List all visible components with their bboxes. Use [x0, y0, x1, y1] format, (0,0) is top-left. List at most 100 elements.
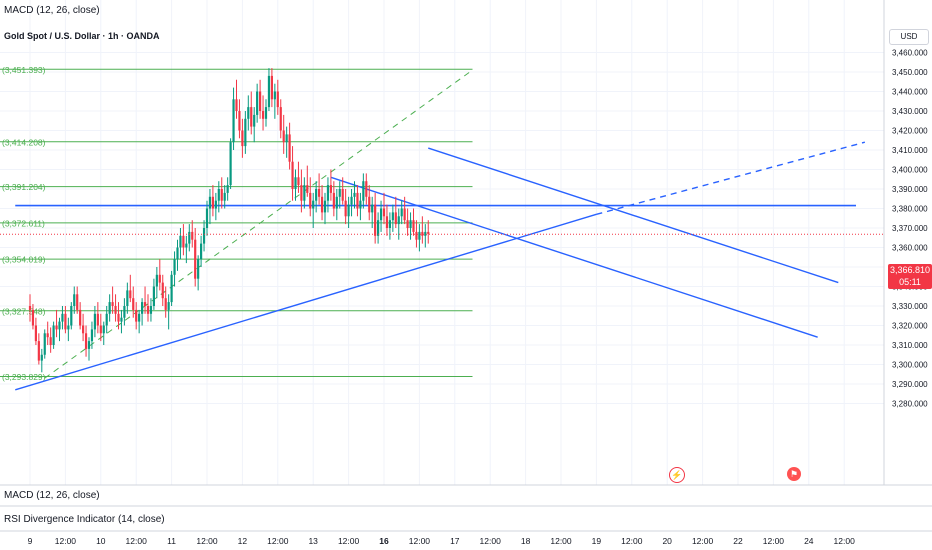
candle-body [285, 134, 288, 143]
price-tick-label: 3,430.000 [892, 107, 928, 116]
channel-upper [428, 147, 839, 284]
drawing-lines[interactable] [15, 69, 866, 391]
candle-body [276, 91, 279, 108]
price-tick-label: 3,310.000 [892, 341, 928, 350]
candle-body [205, 208, 209, 228]
candle-body [259, 91, 262, 111]
fib-level-label: (3,451.393) [2, 65, 46, 75]
time-axis[interactable]: 9 12:00 10 12:00 11 12:00 12 12:00 13 12:00 16 12:0… [28, 536, 855, 546]
candle-body [397, 216, 400, 225]
candle-body [37, 341, 40, 361]
candle-body [362, 181, 365, 201]
candle-body [179, 235, 182, 248]
candle-body [164, 298, 167, 310]
time-tick-label: 12:00 [338, 536, 360, 546]
candle-body [247, 107, 250, 119]
candle-body [82, 325, 85, 334]
candle-body [356, 192, 359, 209]
price-tick-label: 3,410.000 [892, 146, 928, 155]
candle-body [138, 313, 141, 322]
candle-body [244, 118, 247, 147]
candle-body [353, 192, 356, 197]
candle-body [197, 259, 200, 279]
support-trendline-dashed [596, 141, 866, 216]
currency-label[interactable]: USD [889, 29, 929, 45]
price-tick-label: 3,450.000 [892, 68, 928, 77]
candle-body [135, 309, 138, 322]
candle-body [409, 220, 412, 228]
time-tick-label: 12:00 [267, 536, 289, 546]
candle-body [232, 99, 235, 143]
candle-body [55, 325, 58, 330]
time-tick-label: 18 [521, 536, 531, 546]
candle-body [111, 302, 114, 306]
candle-body [320, 196, 324, 213]
candle-body [359, 200, 362, 209]
candle-body [229, 142, 232, 186]
candle-body [40, 354, 43, 361]
time-tick-label: 12:00 [550, 536, 572, 546]
price-tick-label: 3,320.000 [892, 322, 928, 331]
candle-body [226, 185, 229, 193]
macd-pane-label[interactable]: MACD (12, 26, close) [4, 490, 100, 501]
fib-level-label: (3,293.829) [2, 372, 46, 382]
time-tick-label: 12:00 [621, 536, 643, 546]
macd-top-label[interactable]: MACD (12, 26, close) [4, 5, 100, 16]
candle-body [323, 200, 327, 213]
time-tick-label: 12:00 [692, 536, 714, 546]
candle-body [365, 181, 368, 197]
bolt-event-icon[interactable]: ⚡ [669, 467, 685, 483]
candle-body [208, 196, 212, 209]
candle-body [34, 325, 37, 342]
candle-body [415, 231, 418, 240]
price-tick-label: 3,390.000 [892, 185, 928, 194]
candle-body [306, 185, 309, 193]
price-tick-label: 3,330.000 [892, 302, 928, 311]
candle-body [261, 111, 265, 119]
candle-body [99, 325, 102, 334]
candle-body [341, 189, 344, 201]
candle-body [123, 306, 126, 318]
candle-body [241, 130, 244, 147]
candle-body [264, 107, 268, 119]
symbol-title[interactable]: Gold Spot / U.S. Dollar · 1h · OANDA [4, 31, 160, 41]
us-flag-icon[interactable]: ⚑ [787, 467, 801, 481]
support-trendline-solid [15, 213, 597, 391]
candle-body [93, 313, 96, 330]
candle-body [73, 294, 76, 306]
candle-body [64, 313, 67, 330]
candle-body [146, 306, 150, 314]
candle-body [374, 204, 377, 236]
candle-body [87, 341, 91, 349]
fibonacci-levels: (3,451.393) (3,414.208) (3,391.204) (3,372.… [0, 65, 473, 382]
time-tick-label: 24 [804, 536, 814, 546]
candle-body [84, 333, 88, 349]
time-tick-label: 10 [96, 536, 106, 546]
fib-level-label: (3,327.548) [2, 306, 46, 316]
candle-body [427, 231, 430, 234]
price-tick-label: 3,400.000 [892, 166, 928, 175]
fib-level-label: (3,391.204) [2, 182, 46, 192]
candle-body [326, 185, 330, 201]
candle-body [176, 247, 179, 260]
time-tick-label: 12:00 [763, 536, 785, 546]
candle-body [141, 302, 144, 314]
candle-body [385, 216, 389, 228]
price-tick-label: 3,290.000 [892, 380, 928, 389]
candle-body [152, 286, 155, 306]
candle-body [126, 290, 129, 306]
candle-body [421, 231, 424, 236]
time-tick-label: 13 [308, 536, 318, 546]
time-tick-label: 12:00 [834, 536, 856, 546]
candle-body [235, 99, 238, 111]
price-tick-label: 3,420.000 [892, 127, 928, 136]
candle-body [120, 317, 123, 322]
candle-body [161, 282, 164, 299]
candle-body [303, 185, 306, 201]
rsi-pane-label[interactable]: RSI Divergence Indicator (14, close) [4, 514, 165, 525]
candle-body [400, 208, 403, 217]
candle-body [250, 107, 253, 127]
candle-body [312, 200, 315, 209]
candle-body [315, 189, 318, 201]
